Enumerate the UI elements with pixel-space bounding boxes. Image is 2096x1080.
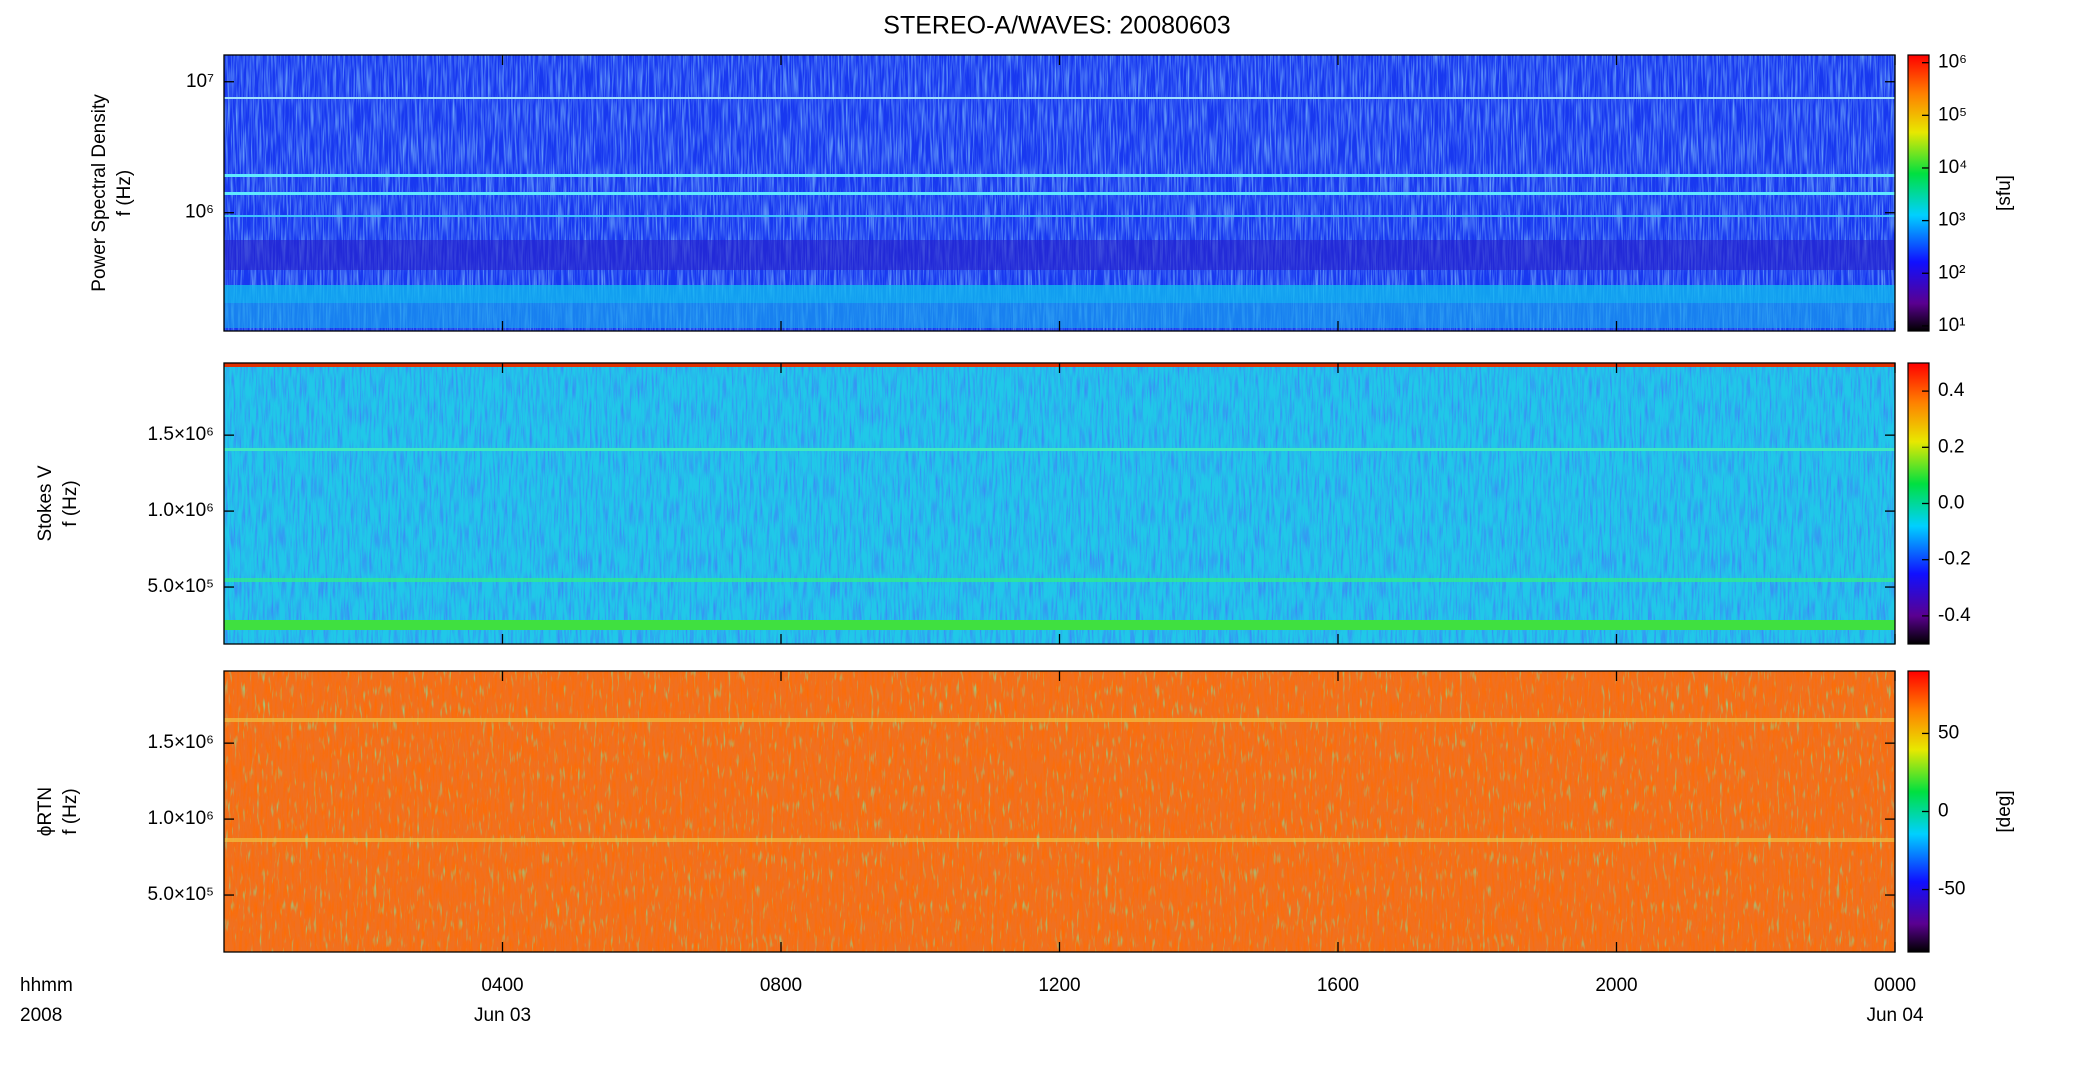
colorbar-tick-label: 0.4 [1938,380,1965,401]
colorbar-tick-label: -50 [1938,879,1965,900]
y-axis-label: f (Hz) [114,170,135,216]
colorbar-tick-label: 0.2 [1938,436,1964,457]
x-date-label: Jun 03 [474,1005,531,1026]
spectrogram-image [224,55,1895,952]
colorbar-tick-label: 10⁶ [1938,52,1967,73]
colorbar-label: [deg] [1994,790,2015,832]
colorbar-tick-label: 10³ [1938,210,1965,231]
colorbar-label: [sfu] [1994,175,2015,211]
colorbar-tick-label: 10⁴ [1938,157,1967,178]
x-date-label: Jun 04 [1866,1005,1923,1026]
x-axis-label: 2008 [20,1005,62,1026]
x-axis-label: hhmm [20,975,73,996]
x-tick-label: 0000 [1874,975,1916,996]
colorbar-tick-label: 10⁵ [1938,104,1967,125]
y-axis-label: f (Hz) [60,480,81,526]
colorbar-tick-label: 10¹ [1938,315,1965,336]
y-tick-label: 5.0×10⁵ [147,576,214,597]
colorbar-tick-label: 10² [1938,262,1965,283]
y-tick-label: 10⁷ [186,71,214,92]
chart-title: STEREO-A/WAVES: 20080603 [883,12,1230,40]
y-axis-label: Stokes V [35,465,56,541]
colorbar-tick-label: 0.0 [1938,493,1964,514]
y-tick-label: 1.5×10⁶ [148,424,214,445]
colorbar [1907,54,1930,332]
x-tick-label: 0400 [481,975,523,996]
x-tick-label: 2000 [1595,975,1637,996]
x-tick-label: 0800 [760,975,802,996]
x-tick-label: 1200 [1038,975,1080,996]
x-tick-label: 1600 [1317,975,1359,996]
y-tick-label: 10⁶ [185,202,214,223]
y-tick-label: 5.0×10⁵ [147,884,214,905]
y-axis-label: f (Hz) [60,788,81,834]
y-tick-label: 1.5×10⁶ [148,732,214,753]
y-axis-label: Power Spectral Density [89,94,110,292]
colorbar-tick-label: -0.4 [1938,605,1971,626]
y-tick-label: 1.0×10⁶ [148,808,214,829]
colorbar-tick-label: 0 [1938,801,1949,822]
y-axis-label: ϕRTN [35,787,56,836]
y-tick-label: 1.0×10⁶ [148,500,214,521]
colorbar-tick-label: 50 [1938,722,1959,743]
colorbar-tick-label: -0.2 [1938,549,1971,570]
